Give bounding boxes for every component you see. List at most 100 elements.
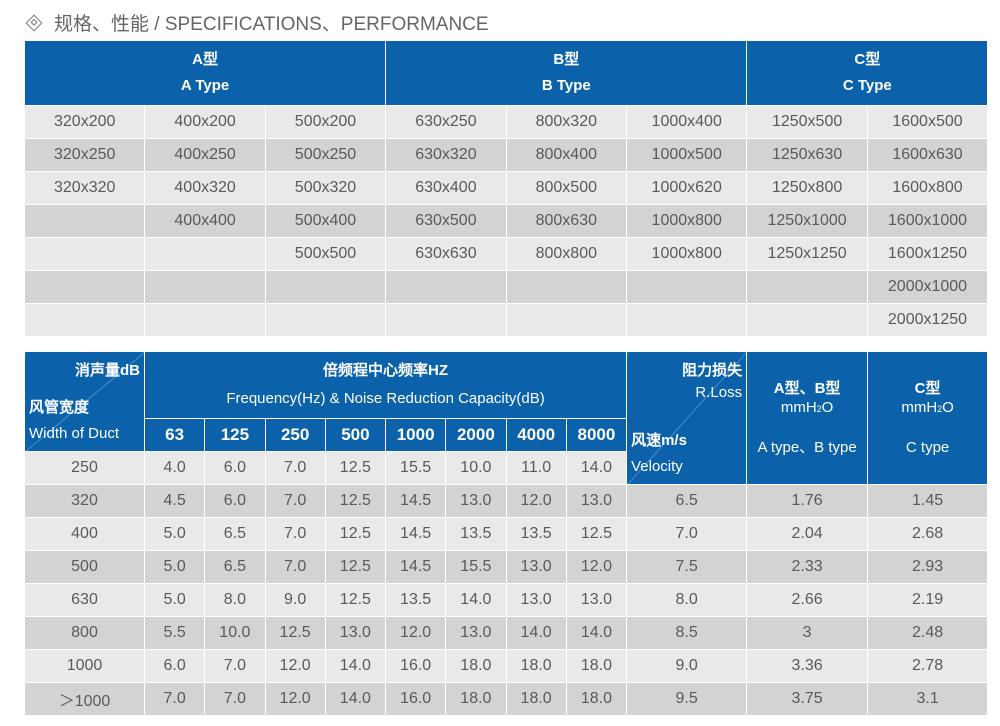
- size-cell: 1600x1250: [866, 237, 989, 271]
- noise-reduction-cell: 18.0: [505, 649, 567, 683]
- noise-reduction-cell: 7.0: [264, 484, 326, 518]
- header-a-type: A型 A Type: [23, 40, 387, 106]
- size-cell: 1000x800: [625, 237, 748, 271]
- size-cell: 1000x500: [625, 138, 748, 172]
- table-row: 630 5.0 8.0 9.0 12.5 13.5 14.0 13.0 13.0 8.0 2.66 2…: [24, 583, 989, 617]
- size-cell: [144, 237, 266, 271]
- noise-reduction-cell: 14.5: [384, 484, 447, 518]
- noise-reduction-cell: 12.5: [324, 484, 387, 518]
- frequency-header-cell: 1000: [384, 418, 447, 452]
- noise-reduction-cell: 7.0: [143, 682, 206, 716]
- velocity-cell: 9.0: [626, 649, 748, 683]
- noise-reduction-cell: 6.5: [204, 550, 266, 584]
- noise-reduction-cell: 15.5: [445, 550, 507, 584]
- noise-reduction-cell: 12.5: [324, 517, 387, 551]
- size-cell: 630x320: [385, 138, 507, 172]
- size-cell: 1250x800: [746, 171, 868, 205]
- size-cell: 500x200: [264, 105, 387, 139]
- frequency-header-cell: 2000: [445, 418, 507, 452]
- noise-reduction-cell: 18.0: [565, 682, 628, 716]
- noise-reduction-cell: 12.0: [505, 484, 567, 518]
- size-cell: 500x500: [264, 237, 387, 271]
- size-cell: 630x500: [385, 204, 507, 238]
- noise-reduction-cell: 14.0: [565, 616, 628, 650]
- size-cell: 800x500: [505, 171, 627, 205]
- ab-loss-cell: 3: [746, 616, 869, 650]
- noise-reduction-cell: 14.0: [324, 682, 387, 716]
- size-cell: 1250x1250: [746, 237, 868, 271]
- size-cell: 1250x500: [746, 105, 868, 139]
- size-cell: 800x400: [505, 138, 627, 172]
- duct-width-corner-header: 消声量dB 风管宽度 Width of Duct: [24, 351, 145, 452]
- size-cell: 630x250: [385, 105, 507, 139]
- noise-reduction-cell: 10.0: [204, 616, 266, 650]
- noise-reduction-cell: 5.0: [143, 583, 206, 617]
- size-cell: [23, 303, 146, 337]
- size-cell: [23, 237, 146, 271]
- noise-reduction-cell: 13.0: [505, 550, 567, 584]
- duct-width-cell: 320: [24, 484, 145, 518]
- noise-reduction-cell: 13.0: [565, 484, 628, 518]
- size-cell: [144, 270, 266, 304]
- c-loss-cell: 2.48: [867, 616, 989, 650]
- table-row: 250 4.0 6.0 7.0 12.5 15.5 10.0 11.0 14.0: [24, 451, 988, 485]
- size-cell: [625, 270, 748, 304]
- c-loss-cell: 3.1: [867, 682, 989, 716]
- noise-reduction-cell: 12.0: [264, 649, 326, 683]
- size-cell: 320x320: [23, 171, 146, 205]
- noise-reduction-cell: 14.0: [324, 649, 387, 683]
- noise-reduction-cell: 6.0: [204, 451, 266, 485]
- noise-reduction-cell: 13.0: [565, 583, 628, 617]
- noise-reduction-cell: 7.0: [264, 517, 326, 551]
- noise-reduction-cell: 13.0: [505, 583, 567, 617]
- noise-reduction-cell: 5.0: [143, 550, 206, 584]
- noise-reduction-cell: 12.5: [324, 550, 387, 584]
- ab-loss-cell: 2.66: [746, 583, 869, 617]
- ab-type-loss-header: A型、B型 mmH2O A type、B type: [746, 351, 869, 485]
- ab-loss-cell: 1.76: [746, 484, 869, 518]
- noise-reduction-cell: 14.0: [505, 616, 567, 650]
- duct-width-cell: 500: [24, 550, 145, 584]
- frequency-header-cell: 4000: [505, 418, 567, 452]
- noise-reduction-cell: 12.5: [565, 517, 628, 551]
- noise-reduction-cell: 12.0: [264, 682, 326, 716]
- size-cell: [23, 270, 146, 304]
- size-cell: 630x400: [385, 171, 507, 205]
- performance-table: 消声量dB 风管宽度 Width of Duct 倍频程中心频率HZ Frequen…: [24, 351, 989, 716]
- noise-reduction-cell: 4.5: [143, 484, 206, 518]
- duct-width-cell: 250: [24, 451, 145, 485]
- c-loss-cell: 2.19: [867, 583, 989, 617]
- noise-reduction-cell: 14.0: [565, 451, 628, 485]
- noise-reduction-cell: 6.0: [204, 484, 266, 518]
- size-cell: [385, 270, 507, 304]
- velocity-cell: 7.5: [626, 550, 748, 584]
- noise-reduction-cell: 7.0: [204, 649, 266, 683]
- velocity-cell: 8.0: [626, 583, 748, 617]
- ab-loss-cell: 2.04: [746, 517, 869, 551]
- c-type-loss-header: C型 mmH2O C type: [867, 351, 989, 485]
- size-cell: 1000x620: [625, 171, 748, 205]
- noise-reduction-cell: 12.0: [384, 616, 447, 650]
- size-cell: [505, 303, 627, 337]
- frequency-header: 倍频程中心频率HZ Frequency(Hz) & Noise Reduction…: [143, 351, 628, 419]
- size-cell: [23, 204, 146, 238]
- noise-reduction-cell: 12.5: [324, 451, 387, 485]
- noise-reduction-cell: 18.0: [565, 649, 628, 683]
- table-row: 2000x1250: [23, 303, 989, 337]
- size-cell: 1250x630: [746, 138, 868, 172]
- table-row: 400x400 500x400 630x500 800x630 1000x800 1250…: [23, 204, 989, 238]
- size-cell: [625, 303, 748, 337]
- size-cell: 1600x500: [866, 105, 989, 139]
- size-cell: 1000x400: [625, 105, 748, 139]
- noise-reduction-cell: 13.5: [445, 517, 507, 551]
- size-cell: 1600x1000: [866, 204, 989, 238]
- size-cell: 800x800: [505, 237, 627, 271]
- noise-reduction-cell: 8.0: [204, 583, 266, 617]
- frequency-header-cell: 500: [324, 418, 387, 452]
- table-row: 400 5.0 6.5 7.0 12.5 14.5 13.5 13.5 12.5 7.0 2.04 2…: [24, 517, 989, 551]
- velocity-cell: 6.5: [626, 484, 748, 518]
- noise-reduction-cell: 13.5: [505, 517, 567, 551]
- c-loss-cell: 2.68: [867, 517, 989, 551]
- noise-reduction-cell: 13.5: [384, 583, 447, 617]
- size-cell: 630x630: [385, 237, 507, 271]
